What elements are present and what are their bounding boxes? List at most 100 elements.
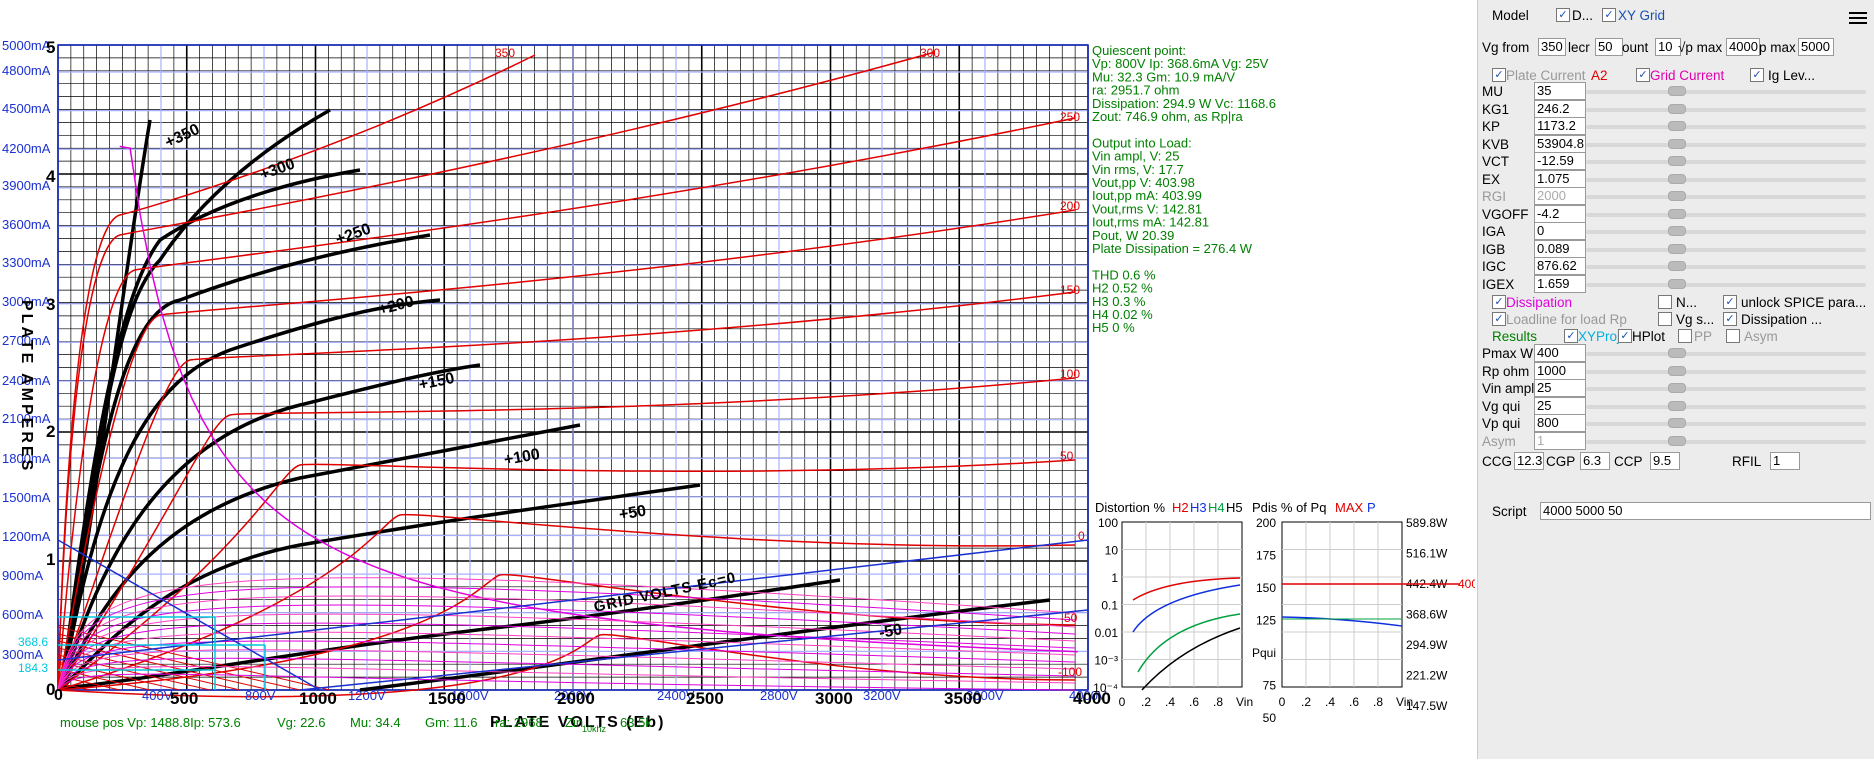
param-label: Vp qui <box>1482 416 1521 431</box>
param-input[interactable]: 25 <box>1534 379 1586 397</box>
unlock-spice-checkbox[interactable] <box>1723 295 1737 309</box>
hplot-checkbox[interactable] <box>1618 329 1632 343</box>
slider-knob[interactable] <box>1668 156 1686 166</box>
mouse-gm-text: Gm: 11.6 <box>425 715 478 730</box>
param-slider[interactable] <box>1586 90 1866 94</box>
param-input[interactable]: 1000 <box>1534 361 1586 380</box>
param-slider[interactable] <box>1586 125 1866 129</box>
slider-knob[interactable] <box>1668 278 1686 289</box>
param-slider[interactable] <box>1586 177 1866 182</box>
pdis-x-tick: .2 <box>1301 695 1311 709</box>
slider-knob[interactable] <box>1668 208 1686 219</box>
slider-knob[interactable] <box>1668 261 1686 271</box>
slider-knob[interactable] <box>1668 243 1686 254</box>
ig-lev-checkbox[interactable] <box>1750 68 1764 82</box>
slider-knob[interactable] <box>1668 226 1686 236</box>
param-slider[interactable] <box>1586 387 1866 391</box>
plot-frame <box>57 44 1089 691</box>
y-ma-label: 5000mA <box>2 38 51 53</box>
param-input[interactable]: -12.59 <box>1534 152 1586 170</box>
slider-knob[interactable] <box>1668 418 1686 428</box>
pdis-y-tick: 50 <box>1263 711 1277 725</box>
param-input[interactable]: 1.075 <box>1534 169 1586 188</box>
param-label: VCT <box>1482 154 1509 169</box>
asym-checkbox[interactable] <box>1726 329 1740 343</box>
param-input[interactable]: 53904.8 <box>1534 134 1586 153</box>
ccp-input[interactable]: 9.5 <box>1650 452 1680 470</box>
param-input[interactable]: -4.2 <box>1534 204 1586 223</box>
ccg-label: CCG <box>1482 454 1512 469</box>
param-slider[interactable] <box>1586 422 1866 426</box>
param-input[interactable]: 1 <box>1534 431 1586 450</box>
model-curve-5 <box>57 377 1076 691</box>
count-input[interactable]: 10 <box>1655 38 1681 56</box>
pp-checkbox[interactable] <box>1678 329 1692 343</box>
vp-max-input[interactable]: 4000 <box>1726 38 1760 56</box>
param-input[interactable]: 2000 <box>1534 187 1586 205</box>
pdis-max-legend: MAX <box>1335 500 1364 515</box>
param-input[interactable]: 0 <box>1534 222 1586 240</box>
vg-from-input[interactable]: 350 <box>1538 38 1566 56</box>
slider-knob[interactable] <box>1668 400 1686 411</box>
param-slider[interactable] <box>1586 439 1866 444</box>
pdis-max-label: 400 <box>1458 577 1475 591</box>
hamburger-menu-icon[interactable] <box>1849 12 1867 26</box>
slider-knob[interactable] <box>1668 191 1686 201</box>
param-input[interactable]: 25 <box>1534 396 1586 415</box>
plot-canvas[interactable]: 5000mA4800mA4500mA4200mA3900mA3600mA3300… <box>0 0 1478 759</box>
slider-knob[interactable] <box>1668 121 1686 131</box>
model-curve-labels: 350 300 250 200 150 100 50 0 -50 -100 <box>495 46 1085 679</box>
grid-current-checkbox[interactable] <box>1636 68 1650 82</box>
param-slider[interactable] <box>1586 160 1866 164</box>
dissipation-checkbox[interactable] <box>1492 295 1506 309</box>
param-label: KG1 <box>1482 101 1510 117</box>
n-checkbox[interactable] <box>1658 295 1672 309</box>
model-d-checkbox[interactable] <box>1556 8 1570 22</box>
pdis-x-unit: Vin <box>1396 695 1413 709</box>
xyproj-checkbox[interactable] <box>1564 329 1578 343</box>
plate-current-checkbox[interactable] <box>1492 68 1506 82</box>
vg-s-checkbox[interactable] <box>1658 312 1672 326</box>
param-slider[interactable] <box>1586 230 1866 234</box>
param-slider[interactable] <box>1586 265 1866 269</box>
slider-knob[interactable] <box>1668 365 1686 376</box>
param-input[interactable]: 246.2 <box>1534 99 1586 118</box>
script-input[interactable]: 4000 5000 50 <box>1540 502 1871 520</box>
cgp-input[interactable]: 6.3 <box>1580 452 1610 470</box>
distortion-chart: Distortion % H2 H3 H4 H5 100 10 1 0.1 0.01 10… <box>1093 500 1253 709</box>
param-slider[interactable] <box>1586 352 1866 356</box>
param-input[interactable]: 35 <box>1534 82 1586 100</box>
slider-knob[interactable] <box>1668 103 1686 114</box>
slider-knob[interactable] <box>1668 138 1686 149</box>
param-slider[interactable] <box>1586 212 1866 217</box>
param-input[interactable]: 1.659 <box>1534 274 1586 293</box>
slider-knob[interactable] <box>1668 86 1686 96</box>
param-slider[interactable] <box>1586 195 1866 199</box>
param-input[interactable]: 1173.2 <box>1534 117 1586 135</box>
slider-knob[interactable] <box>1668 383 1686 393</box>
param-slider[interactable] <box>1586 107 1866 112</box>
param-slider[interactable] <box>1586 247 1866 252</box>
ccg-input[interactable]: 12.3 <box>1514 452 1544 470</box>
slider-knob[interactable] <box>1668 435 1686 446</box>
rfil-input[interactable]: 1 <box>1770 452 1800 470</box>
slider-knob[interactable] <box>1668 173 1686 184</box>
scanned-curve-label: +200 <box>377 293 416 319</box>
results-label[interactable]: Results <box>1492 329 1538 344</box>
ip-max-input[interactable]: 5000 <box>1798 38 1834 56</box>
param-slider[interactable] <box>1586 404 1866 409</box>
dissipation2-checkbox[interactable] <box>1723 312 1737 326</box>
slider-knob[interactable] <box>1668 348 1686 358</box>
param-input[interactable]: 800 <box>1534 414 1586 432</box>
param-input[interactable]: 876.62 <box>1534 257 1586 275</box>
decr-input[interactable]: 50 <box>1595 38 1623 56</box>
model-curve-2 <box>57 117 1076 691</box>
param-input[interactable]: 400 <box>1534 344 1586 362</box>
param-input[interactable]: 0.089 <box>1534 239 1586 258</box>
param-slider[interactable] <box>1586 282 1866 287</box>
tube-curve-plot[interactable]: 5000mA 4800mA 4500mA 4200mA 3900mA 3600mA 3300… <box>0 0 1478 759</box>
param-slider[interactable] <box>1586 142 1866 147</box>
xy-grid-checkbox[interactable] <box>1602 8 1616 22</box>
param-slider[interactable] <box>1586 369 1866 374</box>
loadline-checkbox[interactable] <box>1492 312 1506 326</box>
